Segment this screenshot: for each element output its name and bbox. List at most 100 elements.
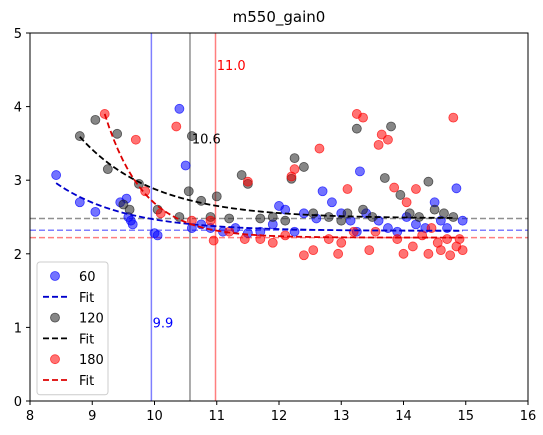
data-point	[398, 248, 409, 259]
data-point	[211, 191, 222, 202]
data-point	[208, 235, 219, 246]
data-point	[236, 170, 247, 180]
data-point	[314, 143, 325, 154]
x-tick-label: 16	[520, 409, 537, 424]
data-point	[323, 234, 334, 244]
data-point	[267, 212, 278, 222]
legend-marker	[50, 354, 60, 365]
data-point	[373, 139, 384, 150]
data-point	[435, 245, 446, 256]
data-point	[174, 103, 185, 114]
data-point	[118, 199, 129, 210]
data-point	[323, 212, 334, 222]
data-point	[348, 226, 359, 237]
data-point	[112, 128, 123, 139]
legend-box	[36, 261, 109, 396]
data-point	[336, 237, 347, 248]
data-point	[454, 234, 465, 244]
x-tick-label: 10	[146, 409, 163, 424]
data-point	[336, 215, 347, 226]
data-point	[448, 112, 459, 123]
y-tick-label: 4	[14, 101, 22, 116]
data-point	[379, 173, 390, 183]
data-point	[90, 114, 101, 125]
legend-marker	[50, 271, 60, 281]
data-point	[289, 153, 300, 164]
data-point	[376, 129, 387, 140]
x-tick-label: 13	[333, 409, 350, 424]
data-point	[242, 176, 253, 187]
data-point	[407, 241, 418, 252]
data-point	[333, 248, 344, 259]
data-point	[364, 245, 375, 256]
data-point	[186, 131, 197, 141]
data-point	[183, 186, 194, 197]
annotation-label: 11.0	[217, 59, 246, 74]
data-point	[239, 234, 250, 244]
legend-label: 180	[79, 353, 104, 368]
legend-label: Fit	[79, 332, 94, 347]
data-point	[171, 121, 182, 132]
annotation-label: 9.9	[153, 316, 174, 331]
x-tick-label: 12	[271, 409, 288, 424]
fit-curve-60	[55, 182, 463, 232]
data-point	[127, 219, 138, 230]
fit-curve-120	[79, 136, 454, 219]
data-point	[383, 134, 393, 145]
data-point	[429, 204, 440, 215]
plot-area	[30, 33, 528, 401]
data-point	[423, 248, 434, 259]
data-point	[224, 213, 235, 224]
data-point	[308, 208, 319, 219]
data-point	[370, 226, 381, 237]
data-point	[298, 208, 309, 219]
data-point	[130, 134, 141, 145]
data-point	[327, 197, 337, 208]
annotations: 11.0 10.6 9.9	[153, 59, 246, 332]
x-tick-label: 9	[88, 409, 96, 424]
annotation-label: 10.6	[192, 132, 221, 147]
data-point	[280, 215, 291, 226]
y-tick-label: 1	[14, 321, 22, 336]
x-tick-label: 8	[26, 409, 34, 424]
data-point	[404, 208, 415, 219]
data-point	[358, 204, 368, 215]
data-point	[317, 186, 328, 197]
x-tick-label: 15	[457, 409, 474, 424]
legend-label: Fit	[79, 291, 94, 306]
x-tick-label: 11	[208, 409, 225, 424]
data-point	[448, 212, 459, 222]
y-tick-label: 0	[14, 395, 22, 410]
series-120-points	[74, 114, 459, 226]
data-point	[351, 123, 362, 134]
legend-label: 60	[79, 270, 96, 285]
legend-marker	[50, 312, 60, 323]
data-point	[457, 215, 468, 226]
data-point	[152, 230, 163, 241]
data-point	[423, 176, 434, 187]
data-point	[386, 121, 396, 132]
legend-label: Fit	[79, 374, 94, 389]
data-point	[289, 164, 300, 175]
data-point	[411, 184, 421, 194]
data-point	[442, 234, 452, 244]
y-tick-label: 5	[14, 27, 22, 42]
data-point	[255, 213, 266, 224]
data-point	[342, 184, 353, 194]
series-180-points	[99, 109, 468, 261]
data-point	[298, 250, 309, 261]
data-point	[298, 162, 309, 172]
data-point	[51, 170, 62, 180]
data-point	[267, 237, 278, 248]
data-point	[124, 204, 135, 215]
legend-label: 120	[79, 312, 104, 327]
data-point	[180, 160, 191, 171]
data-point	[417, 230, 428, 241]
data-point	[395, 190, 406, 200]
data-point	[389, 182, 400, 193]
data-point	[451, 183, 462, 194]
data-point	[90, 206, 101, 217]
x-tick-label: 14	[395, 409, 412, 424]
